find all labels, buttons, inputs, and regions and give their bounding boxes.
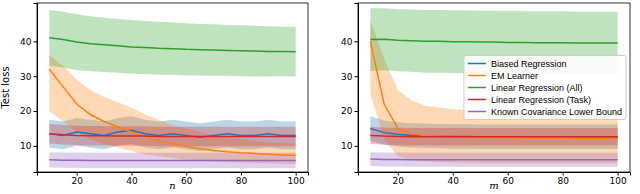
tick-mark (355, 146, 359, 147)
tick: 80 (236, 172, 248, 186)
plot-area (370, 8, 617, 167)
series-line (370, 135, 617, 136)
y-axis: 10 20 30 40 (20, 4, 37, 173)
series-line (49, 130, 295, 137)
legend-entry: Known Covariance Lower Bound (468, 107, 622, 117)
tick-label: 10 (20, 141, 32, 151)
tick-label: 80 (236, 176, 248, 186)
tick: 40 (126, 172, 138, 186)
x-axis-title: n (169, 180, 175, 191)
tick: 80 (557, 172, 569, 186)
panel: 20 40 60 80 100 10 20 30 40 n Test loss (0, 3, 309, 191)
tick-label: 40 (341, 37, 353, 47)
legend-entry: Biased Regression (468, 59, 567, 69)
axis-line (34, 4, 38, 173)
tick-mark (355, 76, 359, 77)
error-band (370, 127, 617, 146)
tick-label: 20 (393, 176, 405, 186)
tick: 40 (341, 37, 358, 47)
tick-label: 20 (341, 106, 353, 116)
panel: 20 40 60 80 100 10 20 30 40 m Biased Regression EM … (341, 3, 630, 191)
tick-label: 30 (341, 72, 353, 82)
legend-entry: Linear Regression (All) (468, 83, 583, 93)
error-band (49, 152, 295, 168)
y-axis-title: Test loss (0, 66, 11, 109)
tick-label: 20 (20, 106, 32, 116)
tick-label: 10 (341, 141, 353, 151)
tick-mark (34, 111, 38, 112)
tick-label: 60 (181, 176, 193, 186)
tick-label: 40 (20, 37, 32, 47)
plot-frame (358, 3, 630, 172)
tick: 30 (341, 72, 358, 82)
tick-mark (34, 76, 38, 77)
legend-entry: EM Learner (468, 71, 538, 81)
tick: 40 (20, 37, 37, 47)
tick-label: 30 (20, 72, 32, 82)
series-line (370, 39, 617, 43)
legend-box (464, 56, 626, 120)
tick-mark (355, 41, 359, 42)
legend-swatch (468, 63, 486, 65)
y-axis: 10 20 30 40 (341, 4, 358, 173)
legend-label: Linear Regression (All) (491, 83, 583, 93)
plot-area (49, 10, 295, 168)
tick-label: 100 (610, 176, 627, 186)
legend-swatch (468, 87, 486, 89)
tick: 10 (341, 141, 358, 151)
error-band (49, 124, 295, 146)
tick: 100 (288, 172, 305, 186)
legend-label: EM Learner (491, 71, 538, 81)
series-line (49, 134, 295, 137)
series-line (49, 38, 295, 52)
tick-mark (34, 41, 38, 42)
tick-label: 40 (448, 176, 460, 186)
tick: 20 (341, 106, 358, 116)
legend-swatch (468, 75, 486, 77)
tick-label: 60 (503, 176, 515, 186)
tick-label: 80 (557, 176, 569, 186)
legend-label: Linear Regression (Task) (491, 95, 591, 105)
tick-label: 40 (126, 176, 138, 186)
tick: 60 (181, 172, 193, 186)
tick-label: 20 (71, 176, 83, 186)
legend-swatch (468, 99, 486, 101)
figure: 20 40 60 80 100 10 20 30 40 n Test loss 20 40 60 80 100… (0, 0, 640, 194)
legend-swatch (468, 111, 486, 113)
legend-label: Biased Regression (491, 59, 567, 69)
tick-mark (34, 146, 38, 147)
error-band (49, 10, 295, 77)
legend-label: Known Covariance Lower Bound (491, 107, 622, 117)
tick: 30 (20, 72, 37, 82)
series-line (49, 159, 295, 161)
axis-line (355, 4, 359, 173)
tick-mark (355, 111, 359, 112)
legend: Biased Regression EM Learner Linear Regres… (464, 56, 626, 120)
tick: 20 (71, 172, 83, 186)
series-line (49, 69, 295, 155)
tick: 40 (448, 172, 460, 186)
tick: 20 (393, 172, 405, 186)
tick: 10 (20, 141, 37, 151)
series-line (370, 158, 617, 160)
x-axis-title: m (489, 180, 498, 191)
tick: 20 (20, 106, 37, 116)
legend-entry: Linear Regression (Task) (468, 95, 591, 105)
plot-frame (37, 3, 308, 172)
tick-label: 100 (288, 176, 305, 186)
tick: 100 (610, 172, 627, 186)
error-band (370, 152, 617, 167)
tick: 60 (503, 172, 515, 186)
